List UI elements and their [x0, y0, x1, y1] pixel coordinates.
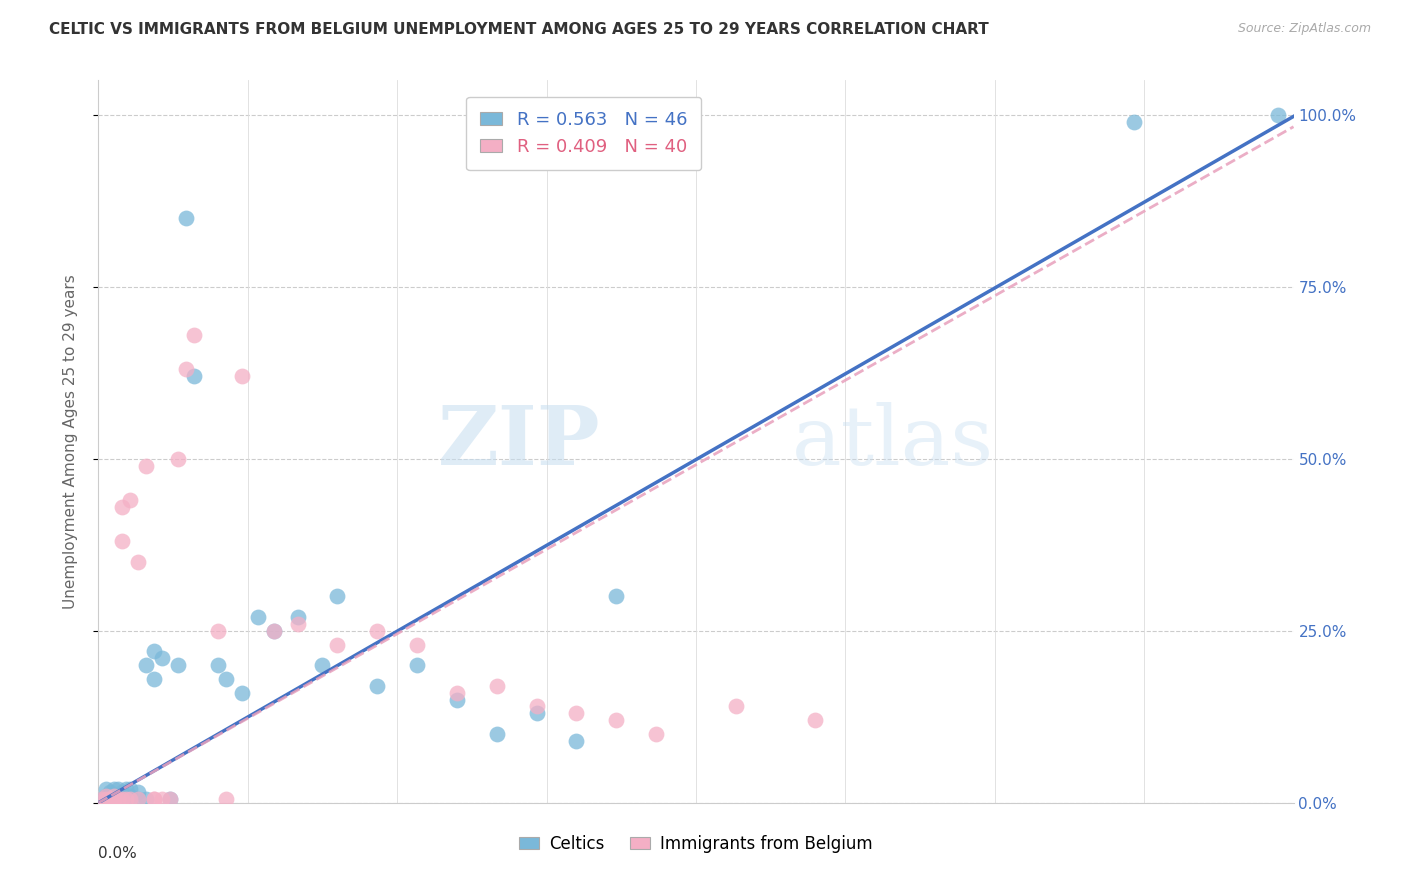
Point: [565, 734, 588, 748]
Point: [103, 792, 125, 806]
Point: [231, 686, 253, 700]
Point: [246, 610, 269, 624]
Point: [526, 706, 548, 721]
Point: [120, 792, 142, 806]
Legend: Celtics, Immigrants from Belgium: Celtics, Immigrants from Belgium: [513, 828, 879, 860]
Point: [120, 789, 142, 803]
Point: [127, 785, 149, 799]
Point: [111, 792, 134, 806]
Point: [605, 713, 627, 727]
Point: [127, 792, 149, 806]
Point: [1267, 108, 1289, 122]
Point: [605, 590, 627, 604]
Point: [127, 792, 149, 806]
Y-axis label: Unemployment Among Ages 25 to 29 years: Unemployment Among Ages 25 to 29 years: [63, 274, 77, 609]
Point: [485, 727, 508, 741]
Point: [111, 789, 134, 803]
Point: [91, 792, 114, 806]
Point: [326, 590, 349, 604]
Point: [115, 792, 138, 806]
Point: [207, 658, 229, 673]
Point: [526, 699, 548, 714]
Point: [231, 369, 253, 384]
Point: [724, 699, 747, 714]
Point: [150, 792, 173, 806]
Point: [215, 672, 238, 686]
Point: [103, 792, 125, 806]
Point: [135, 658, 157, 673]
Point: [111, 792, 134, 806]
Point: [111, 500, 134, 514]
Point: [120, 493, 142, 508]
Point: [183, 327, 205, 342]
Point: [111, 534, 134, 549]
Point: [115, 782, 138, 797]
Point: [406, 638, 429, 652]
Text: 0.0%: 0.0%: [98, 847, 138, 861]
Text: ZIP: ZIP: [437, 401, 600, 482]
Text: Source: ZipAtlas.com: Source: ZipAtlas.com: [1237, 22, 1371, 36]
Point: [96, 789, 118, 803]
Point: [159, 792, 181, 806]
Point: [96, 792, 118, 806]
Point: [174, 362, 197, 376]
Point: [804, 713, 827, 727]
Point: [143, 792, 166, 806]
Point: [103, 792, 125, 806]
Point: [127, 555, 149, 569]
Point: [565, 706, 588, 721]
Point: [174, 211, 197, 225]
Point: [111, 785, 134, 799]
Point: [107, 792, 129, 806]
Point: [167, 451, 190, 466]
Text: atlas: atlas: [792, 401, 994, 482]
Point: [406, 658, 429, 673]
Text: CELTIC VS IMMIGRANTS FROM BELGIUM UNEMPLOYMENT AMONG AGES 25 TO 29 YEARS CORRELA: CELTIC VS IMMIGRANTS FROM BELGIUM UNEMPL…: [49, 22, 988, 37]
Point: [91, 792, 114, 806]
Point: [263, 624, 285, 638]
Point: [263, 624, 285, 638]
Point: [167, 658, 190, 673]
Point: [446, 692, 468, 706]
Point: [103, 789, 125, 803]
Point: [215, 792, 238, 806]
Point: [645, 727, 668, 741]
Point: [120, 792, 142, 806]
Point: [485, 679, 508, 693]
Point: [366, 679, 388, 693]
Point: [103, 789, 125, 803]
Point: [111, 792, 134, 806]
Point: [366, 624, 388, 638]
Point: [107, 782, 129, 797]
Point: [98, 792, 122, 806]
Point: [207, 624, 229, 638]
Point: [135, 458, 157, 473]
Point: [159, 792, 181, 806]
Point: [96, 789, 118, 803]
Point: [287, 616, 309, 631]
Point: [98, 792, 122, 806]
Point: [98, 785, 122, 799]
Point: [143, 644, 166, 658]
Point: [143, 792, 166, 806]
Point: [96, 792, 118, 806]
Point: [311, 658, 333, 673]
Point: [183, 369, 205, 384]
Point: [120, 782, 142, 797]
Point: [446, 686, 468, 700]
Point: [326, 638, 349, 652]
Point: [103, 782, 125, 797]
Point: [143, 672, 166, 686]
Point: [96, 782, 118, 797]
Point: [1123, 114, 1146, 128]
Point: [287, 610, 309, 624]
Point: [150, 651, 173, 665]
Point: [135, 792, 157, 806]
